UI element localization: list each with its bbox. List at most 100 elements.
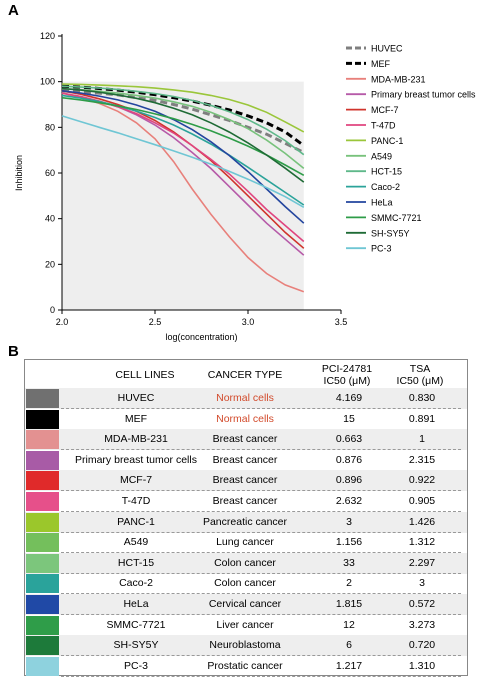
cell-line-name: SH-SY5Y — [113, 639, 159, 652]
y-tick-label-0: 0 — [50, 305, 55, 315]
row-divider — [61, 634, 461, 636]
pci-ic50-value: 0.876 — [335, 453, 363, 466]
color-swatch — [26, 533, 59, 553]
pci-ic50-value: 2.632 — [335, 495, 363, 507]
cell-line-name: PC-3 — [124, 659, 148, 672]
cell-line-name: HCT-15 — [117, 556, 155, 569]
pci-ic50-value: 4.169 — [335, 392, 363, 404]
legend-label-0: HUVEC — [371, 44, 403, 54]
legend-label-9: Caco-2 — [371, 182, 400, 192]
y-tick-label-5: 100 — [40, 77, 55, 87]
legend-label-2: MDA-MB-231 — [371, 74, 426, 84]
cell-line-name: MEF — [124, 412, 148, 425]
cancer-type: Colon cancer — [214, 577, 276, 590]
color-swatch — [26, 471, 59, 491]
header-cancer-type: CANCER TYPE — [207, 369, 283, 381]
series-line-0 — [61, 89, 305, 154]
pci-ic50-value: 33 — [343, 556, 355, 569]
table-row: HUVEC Normal cells 4.169 0.830 — [25, 388, 467, 409]
cancer-type: Normal cells — [216, 412, 274, 425]
cancer-type: Breast cancer — [212, 453, 278, 466]
table-row: Primary breast tumor cells Breast cancer 0… — [25, 450, 467, 471]
color-swatch — [26, 574, 59, 594]
tsa-ic50-value: 2.315 — [408, 453, 436, 466]
cancer-type: Normal cells — [216, 392, 274, 404]
table-row: T-47D Breast cancer 2.632 0.905 — [25, 491, 467, 512]
series-line-12 — [61, 87, 305, 183]
row-divider — [61, 469, 461, 471]
row-divider — [61, 593, 461, 595]
cell-line-name: MCF-7 — [119, 474, 153, 487]
cancer-type: Lung cancer — [216, 536, 274, 549]
row-divider — [61, 675, 461, 677]
y-tick-label-3: 60 — [45, 168, 55, 178]
tsa-ic50-value: 0.922 — [408, 474, 436, 487]
table-row: Caco-2 Colon cancer 2 3 — [25, 573, 467, 595]
pci-ic50-value: 3 — [346, 515, 352, 528]
header-pci-name: PCI-24781 — [321, 363, 373, 375]
pci-ic50-value: 2 — [346, 577, 352, 590]
tsa-ic50-value: 0.720 — [408, 639, 436, 652]
x-tick-label-1: 2.5 — [149, 317, 162, 327]
legend-label-5: T-47D — [371, 121, 396, 131]
color-swatch — [26, 512, 59, 532]
panel-b-label: B — [8, 343, 19, 360]
tsa-ic50-value: 2.297 — [408, 556, 436, 569]
row-divider — [61, 428, 461, 430]
x-tick-label-0: 2.0 — [56, 317, 69, 327]
row-divider — [61, 408, 461, 409]
tsa-ic50-value: 1.310 — [408, 659, 436, 672]
cell-line-name: MDA-MB-231 — [104, 433, 168, 446]
y-tick-label-1: 20 — [45, 259, 55, 269]
y-tick-label-2: 40 — [45, 214, 55, 224]
y-tick-label-4: 80 — [45, 122, 55, 132]
panel-a-label: A — [8, 2, 19, 19]
color-swatch — [26, 389, 59, 408]
table-row: HeLa Cervical cancer 1.815 0.572 — [25, 594, 467, 615]
color-swatch — [26, 450, 59, 470]
pci-ic50-value: 1.156 — [335, 536, 363, 549]
color-swatch — [26, 492, 59, 511]
table-row: MCF-7 Breast cancer 0.896 0.922 — [25, 470, 467, 492]
table-row: PANC-1 Pancreatic cancer 3 1.426 — [25, 511, 467, 533]
cancer-type: Colon cancer — [214, 556, 276, 569]
tsa-ic50-value: 3 — [419, 577, 425, 590]
header-cell-lines: CELL LINES — [115, 369, 175, 381]
series-line-7 — [61, 87, 305, 170]
cell-line-name: A549 — [123, 536, 149, 549]
table-row: HCT-15 Colon cancer 33 2.297 — [25, 552, 467, 574]
tsa-ic50-value: 0.905 — [408, 495, 436, 507]
legend-label-6: PANC-1 — [371, 136, 403, 146]
table-row: SMMC-7721 Liver cancer 12 3.273 — [25, 615, 467, 636]
cancer-type: Liver cancer — [216, 618, 274, 631]
cancer-type: Cervical cancer — [208, 598, 282, 610]
tsa-ic50-value: 0.572 — [408, 598, 436, 610]
pci-ic50-value: 12 — [343, 618, 355, 631]
tsa-ic50-value: 1.312 — [408, 536, 436, 549]
x-tick-label-2: 3.0 — [242, 317, 255, 327]
row-divider — [61, 531, 461, 533]
row-divider — [61, 572, 461, 574]
series-line-9 — [61, 94, 305, 206]
cancer-type: Breast cancer — [212, 474, 278, 487]
tsa-ic50-value: 0.891 — [408, 412, 436, 425]
pci-ic50-value: 6 — [346, 639, 352, 652]
cell-line-name: Caco-2 — [119, 577, 153, 590]
tsa-ic50-value: 1.426 — [408, 515, 436, 528]
pci-ic50-value: 0.896 — [335, 474, 363, 487]
table-row: SH-SY5Y Neuroblastoma 6 0.720 — [25, 635, 467, 657]
cancer-type: Neuroblastoma — [209, 639, 281, 652]
header-tsa-name: TSA — [409, 363, 431, 375]
cell-line-name: HUVEC — [117, 392, 155, 404]
tsa-ic50-value: 3.273 — [408, 618, 436, 631]
row-divider — [61, 655, 461, 657]
legend-label-10: HeLa — [371, 198, 393, 208]
pci-ic50-value: 1.217 — [335, 659, 363, 672]
cancer-type: Pancreatic cancer — [202, 515, 288, 528]
table-row: A549 Lung cancer 1.156 1.312 — [25, 532, 467, 554]
color-swatch — [26, 595, 59, 614]
legend-label-8: HCT-15 — [371, 167, 402, 177]
row-divider — [61, 449, 461, 451]
color-swatch — [26, 430, 59, 450]
table-row: PC-3 Prostatic cancer 1.217 1.310 — [25, 656, 467, 677]
